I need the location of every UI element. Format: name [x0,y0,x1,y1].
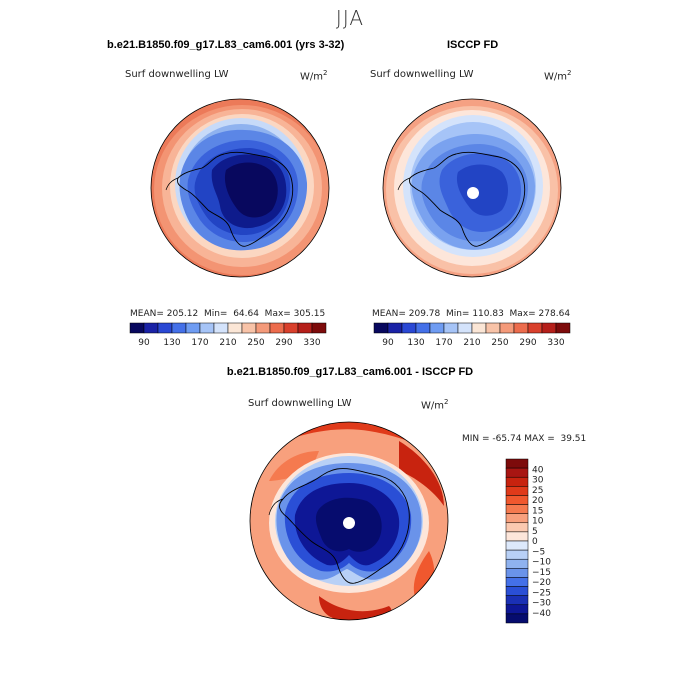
colorbar-tick-label: −10 [532,558,551,568]
colorbar-swatch [143,322,159,334]
panel3-variable-label: Surf downwelling LW [248,398,352,409]
colorbar-swatch [505,586,529,596]
colorbar-swatch [505,613,529,624]
panel2-stats: MEAN= 209.78 Min= 110.83 Max= 278.64 [372,309,571,319]
colorbar-swatch [485,322,501,334]
colorbar-tick-label: 290 [519,338,536,348]
colorbar-swatch [505,513,529,524]
panel2-units-label: W/m2 [544,69,572,83]
colorbar-swatch [129,322,145,334]
figure-season-title: JJA [335,6,365,30]
panel3-title: b.e21.B1850.f09_g17.L83_cam6.001 - ISCCP… [226,366,474,378]
colorbar-swatch [269,322,285,334]
colorbar-swatch [505,504,529,514]
colorbar-swatch [199,322,215,334]
colorbar-swatch [213,322,229,334]
colorbar-tick-label: 90 [382,338,394,348]
colorbar-swatch [505,604,529,615]
colorbar-swatch [505,495,529,505]
colorbar-swatch [157,322,173,334]
colorbar-swatch [555,322,571,334]
colorbar-swatch [429,322,445,334]
colorbar-tick-label: 210 [463,338,480,348]
colorbar-swatch [227,322,243,334]
colorbar-tick-label: −40 [532,609,551,619]
colorbar-swatch [241,322,257,334]
panel1-polar-map [150,98,330,278]
colorbar-tick-label: 10 [532,517,544,527]
colorbar-tick-label: −30 [532,599,551,609]
colorbar-swatch [505,467,529,478]
colorbar-tick-label: −5 [532,547,545,557]
colorbar-swatch [505,458,529,469]
panel2-title: ISCCP FD [447,39,499,51]
panel1-stats: MEAN= 205.12 Min= 64.64 Max= 305.15 [130,309,326,319]
colorbar-tick-label: 170 [435,338,452,348]
colorbar-swatch [541,322,557,334]
colorbar-tick-label: 5 [532,527,538,537]
colorbar-swatch [255,322,271,334]
panel1-units-label: W/m2 [300,69,328,83]
panel1-colorbar: 90130170210250290330370 [129,322,327,348]
panel2-variable-label: Surf downwelling LW [370,69,474,80]
colorbar-swatch [505,568,529,578]
colorbar-swatch [457,322,473,334]
colorbar-swatch [401,322,417,334]
colorbar-tick-label: 30 [532,476,544,486]
colorbar-swatch [505,531,529,542]
panel3-stats: MIN = -65.74 MAX = 39.51 [462,434,587,444]
colorbar-tick-label: 90 [138,338,150,348]
colorbar-swatch [171,322,187,334]
panel1-variable-label: Surf downwelling LW [125,69,229,80]
colorbar-swatch [505,522,529,533]
colorbar-tick-label: −25 [532,588,551,598]
colorbar-swatch [373,322,389,334]
colorbar-swatch [505,540,529,551]
colorbar-swatch [499,322,515,334]
colorbar-swatch [505,577,529,587]
colorbar-tick-label: 40 [532,465,544,475]
colorbar-tick-label: 250 [247,338,264,348]
panel3-polar-map [249,421,449,621]
colorbar-swatch [505,595,529,606]
colorbar-tick-label: 25 [532,486,543,496]
colorbar-swatch [471,322,487,334]
colorbar-swatch [443,322,459,334]
colorbar-swatch [527,322,543,334]
panel1-title: b.e21.B1850.f09_g17.L83_cam6.001 (yrs 3-… [107,39,345,51]
colorbar-tick-label: 20 [532,496,544,506]
colorbar-tick-label: 210 [219,338,236,348]
panel3-units-label: W/m2 [421,398,449,412]
colorbar-tick-label: 250 [491,338,508,348]
colorbar-tick-label: 15 [532,506,543,516]
colorbar-tick-label: 0 [532,537,538,547]
colorbar-tick-label: 330 [547,338,564,348]
colorbar-tick-label: 290 [275,338,292,348]
colorbar-swatch [505,549,529,560]
colorbar-swatch [505,476,529,487]
colorbar-swatch [283,322,299,334]
panel2-colorbar: 90130170210250290330370 [373,322,571,348]
colorbar-tick-label: 330 [303,338,320,348]
colorbar-swatch [297,322,313,334]
colorbar-swatch [185,322,201,334]
colorbar-swatch [387,322,403,334]
colorbar-swatch [505,558,529,569]
colorbar-swatch [505,486,529,496]
colorbar-tick-label: 130 [407,338,424,348]
panel2-polar-map [382,98,562,278]
colorbar-tick-label: 170 [191,338,208,348]
colorbar-tick-label: −15 [532,568,551,578]
colorbar-swatch [311,322,327,334]
colorbar-tick-label: −20 [532,578,551,588]
colorbar-tick-label: 130 [163,338,180,348]
colorbar-swatch [415,322,431,334]
colorbar-swatch [513,322,529,334]
